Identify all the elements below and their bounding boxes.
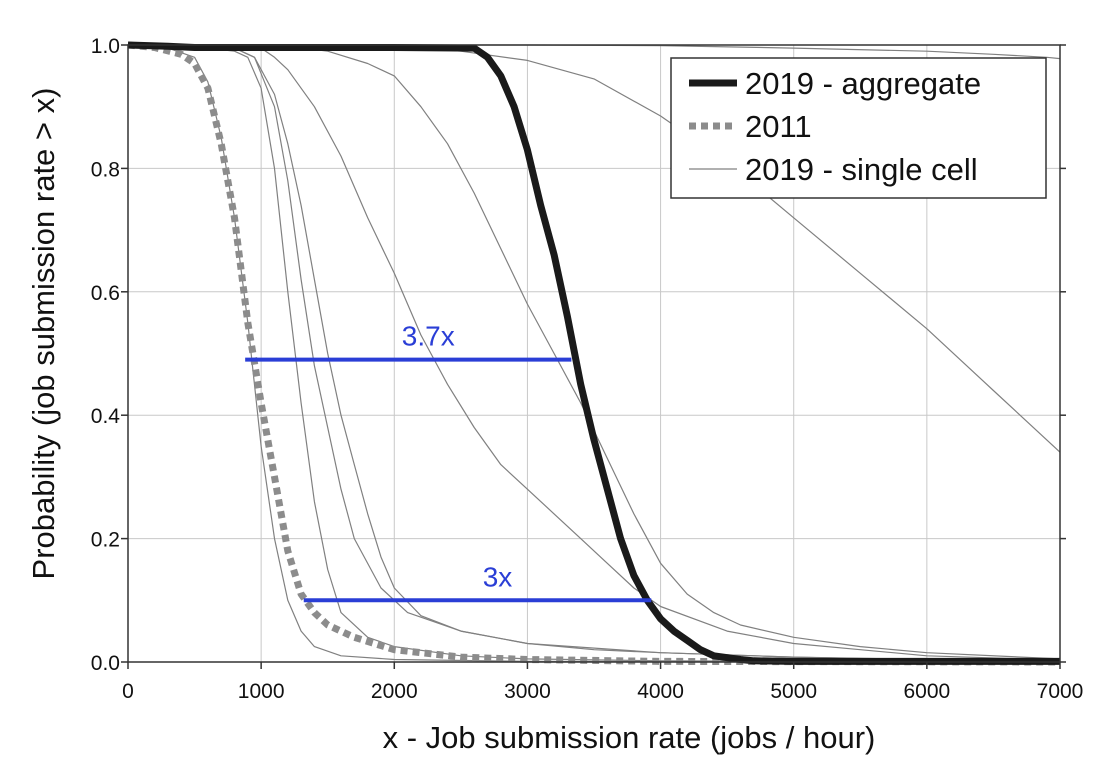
y-axis-title: Probability (job submission rate > x) xyxy=(26,88,61,580)
x-tick-label: 3000 xyxy=(504,680,551,703)
x-tick-label: 4000 xyxy=(637,680,684,703)
legend: 2019 - aggregate 2011 2019 - single cell xyxy=(670,57,1047,199)
y-tick-label: 0.4 xyxy=(91,405,121,428)
y-tick-label: 0.6 xyxy=(91,282,120,305)
x-tick-label: 0 xyxy=(122,680,134,703)
series-line-thin-solid xyxy=(127,44,1061,660)
x-tick-label: 7000 xyxy=(1037,680,1084,703)
axis-ticks: 0 1000 2000 3000 4000 5000 6000 7000 0.0 0.2 0.4 0.… xyxy=(91,35,1084,703)
series-line-dotted xyxy=(127,41,1061,666)
y-tick-label: 0.2 xyxy=(91,529,120,552)
legend-label: 2011 xyxy=(745,109,812,144)
series-line-thin-solid xyxy=(127,44,1061,661)
plot-frame xyxy=(127,44,1061,663)
y-tick-label: 0.8 xyxy=(91,158,120,181)
x-tick-label: 5000 xyxy=(770,680,817,703)
x-tick-label: 2000 xyxy=(371,680,418,703)
legend-label: 2019 - aggregate xyxy=(745,66,981,101)
series-line-thin-solid xyxy=(127,44,1061,663)
series-line-thick-solid xyxy=(127,41,1060,665)
annotation-layer: 3.7x 3x xyxy=(245,321,652,603)
annotation-label: 3x xyxy=(483,561,513,592)
y-tick-label: 0.0 xyxy=(91,652,120,675)
x-axis-title: x - Job submission rate (jobs / hour) xyxy=(383,720,876,755)
y-tick-label: 1.0 xyxy=(91,35,120,58)
series-layer xyxy=(127,41,1061,666)
legend-label: 2019 - single cell xyxy=(745,152,978,187)
annotation-label: 3.7x xyxy=(402,321,455,352)
series-line-thin-solid xyxy=(127,44,1061,663)
x-tick-label: 1000 xyxy=(238,680,285,703)
x-tick-label: 6000 xyxy=(903,680,950,703)
series-line-thin-solid xyxy=(127,44,1061,662)
